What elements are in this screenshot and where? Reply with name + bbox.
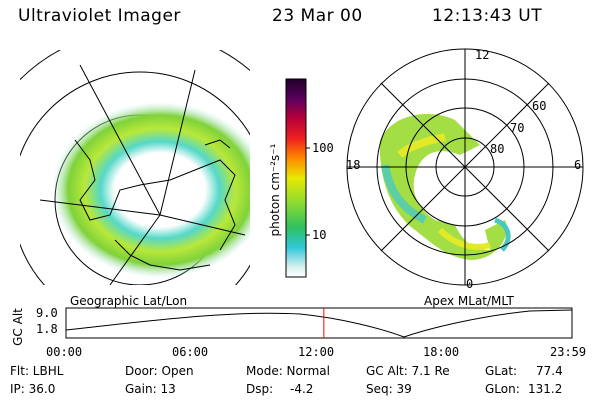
time-label: 12:13:43 UT [432, 6, 543, 26]
date-label: 23 Mar 00 [272, 6, 363, 26]
x-tick-1800: 18:00 [423, 345, 460, 359]
x-tick-0000: 00:00 [46, 345, 83, 359]
colorbar-unit: photon cm⁻²s⁻¹ [268, 143, 282, 237]
status-glat-value: 77.4 [536, 364, 563, 378]
grid-meridians [39, 64, 246, 285]
mlat-label-80: 80 [490, 142, 505, 156]
altitude-plot-frame [65, 307, 573, 339]
altitude-ytick-9: 9.0 [36, 306, 58, 320]
status-dsp-label: Dsp: [246, 382, 274, 396]
colorbar-tick-100: 100 [312, 141, 334, 155]
x-tick-0600: 06:00 [172, 345, 209, 359]
status-flt: Flt: LBHL [10, 364, 64, 378]
colorbar [285, 78, 310, 278]
left-caption: Geographic Lat/Lon [70, 294, 188, 308]
status-door: Door: Open [125, 364, 194, 378]
instrument-title: Ultraviolet Imager [18, 6, 181, 26]
auroral-oval [52, 102, 250, 278]
status-ip: IP: 36.0 [10, 382, 56, 396]
right-caption: Apex MLat/MLT [424, 294, 514, 308]
status-glon-label: GLon: [485, 382, 520, 396]
mlt-label-6: 6 [574, 158, 582, 172]
status-dsp-value: -4.2 [290, 382, 314, 396]
mlt-label-12: 12 [475, 48, 490, 62]
mlat-label-60: 60 [532, 99, 547, 113]
x-tick-1200: 12:00 [298, 345, 335, 359]
status-glat-label: GLat: [485, 364, 518, 378]
altitude-ytick-1-8: 1.8 [36, 322, 58, 336]
mlt-label-18: 18 [346, 158, 361, 172]
geographic-image [20, 50, 250, 285]
status-gcalt: GC Alt: 7.1 Re [366, 364, 450, 378]
mlat-label-70: 70 [510, 121, 525, 135]
status-mode: Mode: Normal [246, 364, 330, 378]
mlt-label-0: 0 [466, 277, 474, 291]
altitude-ylabel: GC Alt [11, 308, 25, 346]
altitude-plot [65, 307, 573, 339]
magnetic-polar-plot [346, 48, 584, 286]
altitude-curve [65, 309, 573, 338]
coastlines [74, 139, 236, 271]
status-glon-value: 131.2 [528, 382, 563, 396]
x-tick-2359: 23:59 [550, 345, 587, 359]
status-gain: Gain: 13 [125, 382, 176, 396]
colorbar-tick-10: 10 [312, 228, 327, 242]
status-seq: Seq: 39 [366, 382, 412, 396]
colorbar-gradient [285, 78, 307, 278]
